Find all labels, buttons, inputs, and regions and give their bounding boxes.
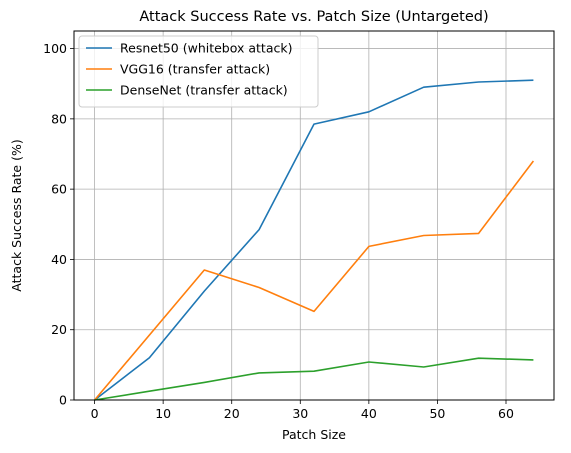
- series-line-2: [95, 358, 534, 400]
- legend-label: VGG16 (transfer attack): [120, 62, 270, 77]
- y-axis-label: Attack Success Rate (%): [9, 139, 24, 291]
- series-line-0: [95, 80, 534, 400]
- legend-label: DenseNet (transfer attack): [120, 83, 288, 98]
- x-tick-label: 50: [429, 406, 445, 421]
- x-tick-label: 60: [498, 406, 514, 421]
- y-axis-ticks: 0 20 40 60 80 100: [43, 41, 74, 407]
- x-tick-label: 0: [91, 406, 99, 421]
- y-tick-label: 0: [59, 393, 67, 408]
- y-tick-label: 60: [51, 182, 67, 197]
- y-tick-label: 20: [51, 322, 67, 337]
- x-tick-label: 40: [361, 406, 377, 421]
- chart-title: Attack Success Rate vs. Patch Size (Unta…: [139, 9, 488, 25]
- x-axis-ticks: 0 10 20 30 40 50 60: [91, 400, 514, 421]
- legend-label: Resnet50 (whitebox attack): [120, 41, 293, 56]
- y-tick-label: 100: [43, 41, 67, 56]
- y-tick-label: 80: [51, 111, 67, 126]
- y-tick-label: 40: [51, 252, 67, 267]
- x-tick-label: 10: [155, 406, 171, 421]
- x-tick-label: 30: [292, 406, 308, 421]
- x-axis-label: Patch Size: [282, 427, 346, 442]
- x-tick-label: 20: [224, 406, 240, 421]
- series-lines: [95, 80, 534, 400]
- legend: Resnet50 (whitebox attack) VGG16 (transfe…: [79, 36, 318, 107]
- series-line-1: [95, 161, 534, 400]
